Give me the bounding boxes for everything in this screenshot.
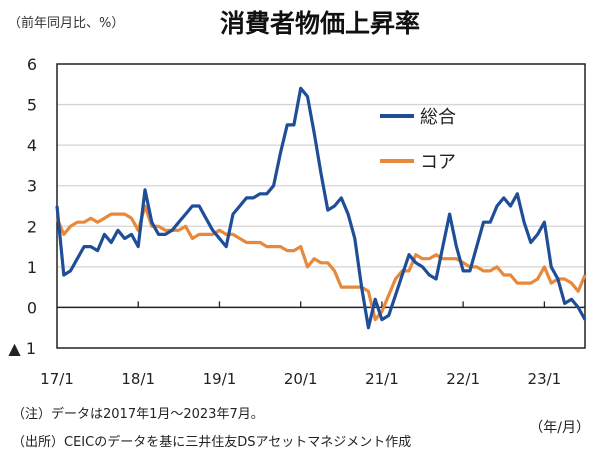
x-tick-label: 21/1 [365, 370, 399, 388]
y-tick-label: 2 [27, 217, 37, 236]
x-tick-label: 17/1 [40, 370, 74, 388]
y-tick-label: 6 [27, 55, 37, 74]
y-tick-label: 5 [27, 96, 37, 115]
legend-label: コア [420, 152, 456, 173]
x-tick-label: 23/1 [528, 370, 562, 388]
x-tick-label: 20/1 [284, 370, 318, 388]
series-line-core [55, 204, 587, 322]
note-data-period: （注）データは2017年1月～2023年7月。 [12, 407, 264, 422]
x-axis-unit: （年/月） [529, 420, 590, 436]
plot-frame [56, 63, 586, 349]
y-tick-label: 4 [27, 136, 37, 155]
y-axis-unit: （前年同月比、%） [8, 16, 125, 31]
series-line-headline [55, 86, 587, 330]
note-source: （出所）CEICのデータを基に三井住友DSアセットマネジメント作成 [12, 435, 412, 450]
x-tick-label: 22/1 [446, 370, 480, 388]
x-tick-label: 18/1 [121, 370, 155, 388]
y-tick-label: ▲ 1 [8, 339, 36, 358]
legend-label: 総合 [420, 107, 456, 128]
chart-title: 消費者物価上昇率 [219, 9, 420, 38]
y-tick-label: 0 [27, 298, 37, 317]
y-tick-label: 1 [27, 258, 37, 277]
x-tick-label: 19/1 [203, 370, 237, 388]
y-tick-label: 3 [27, 177, 37, 196]
